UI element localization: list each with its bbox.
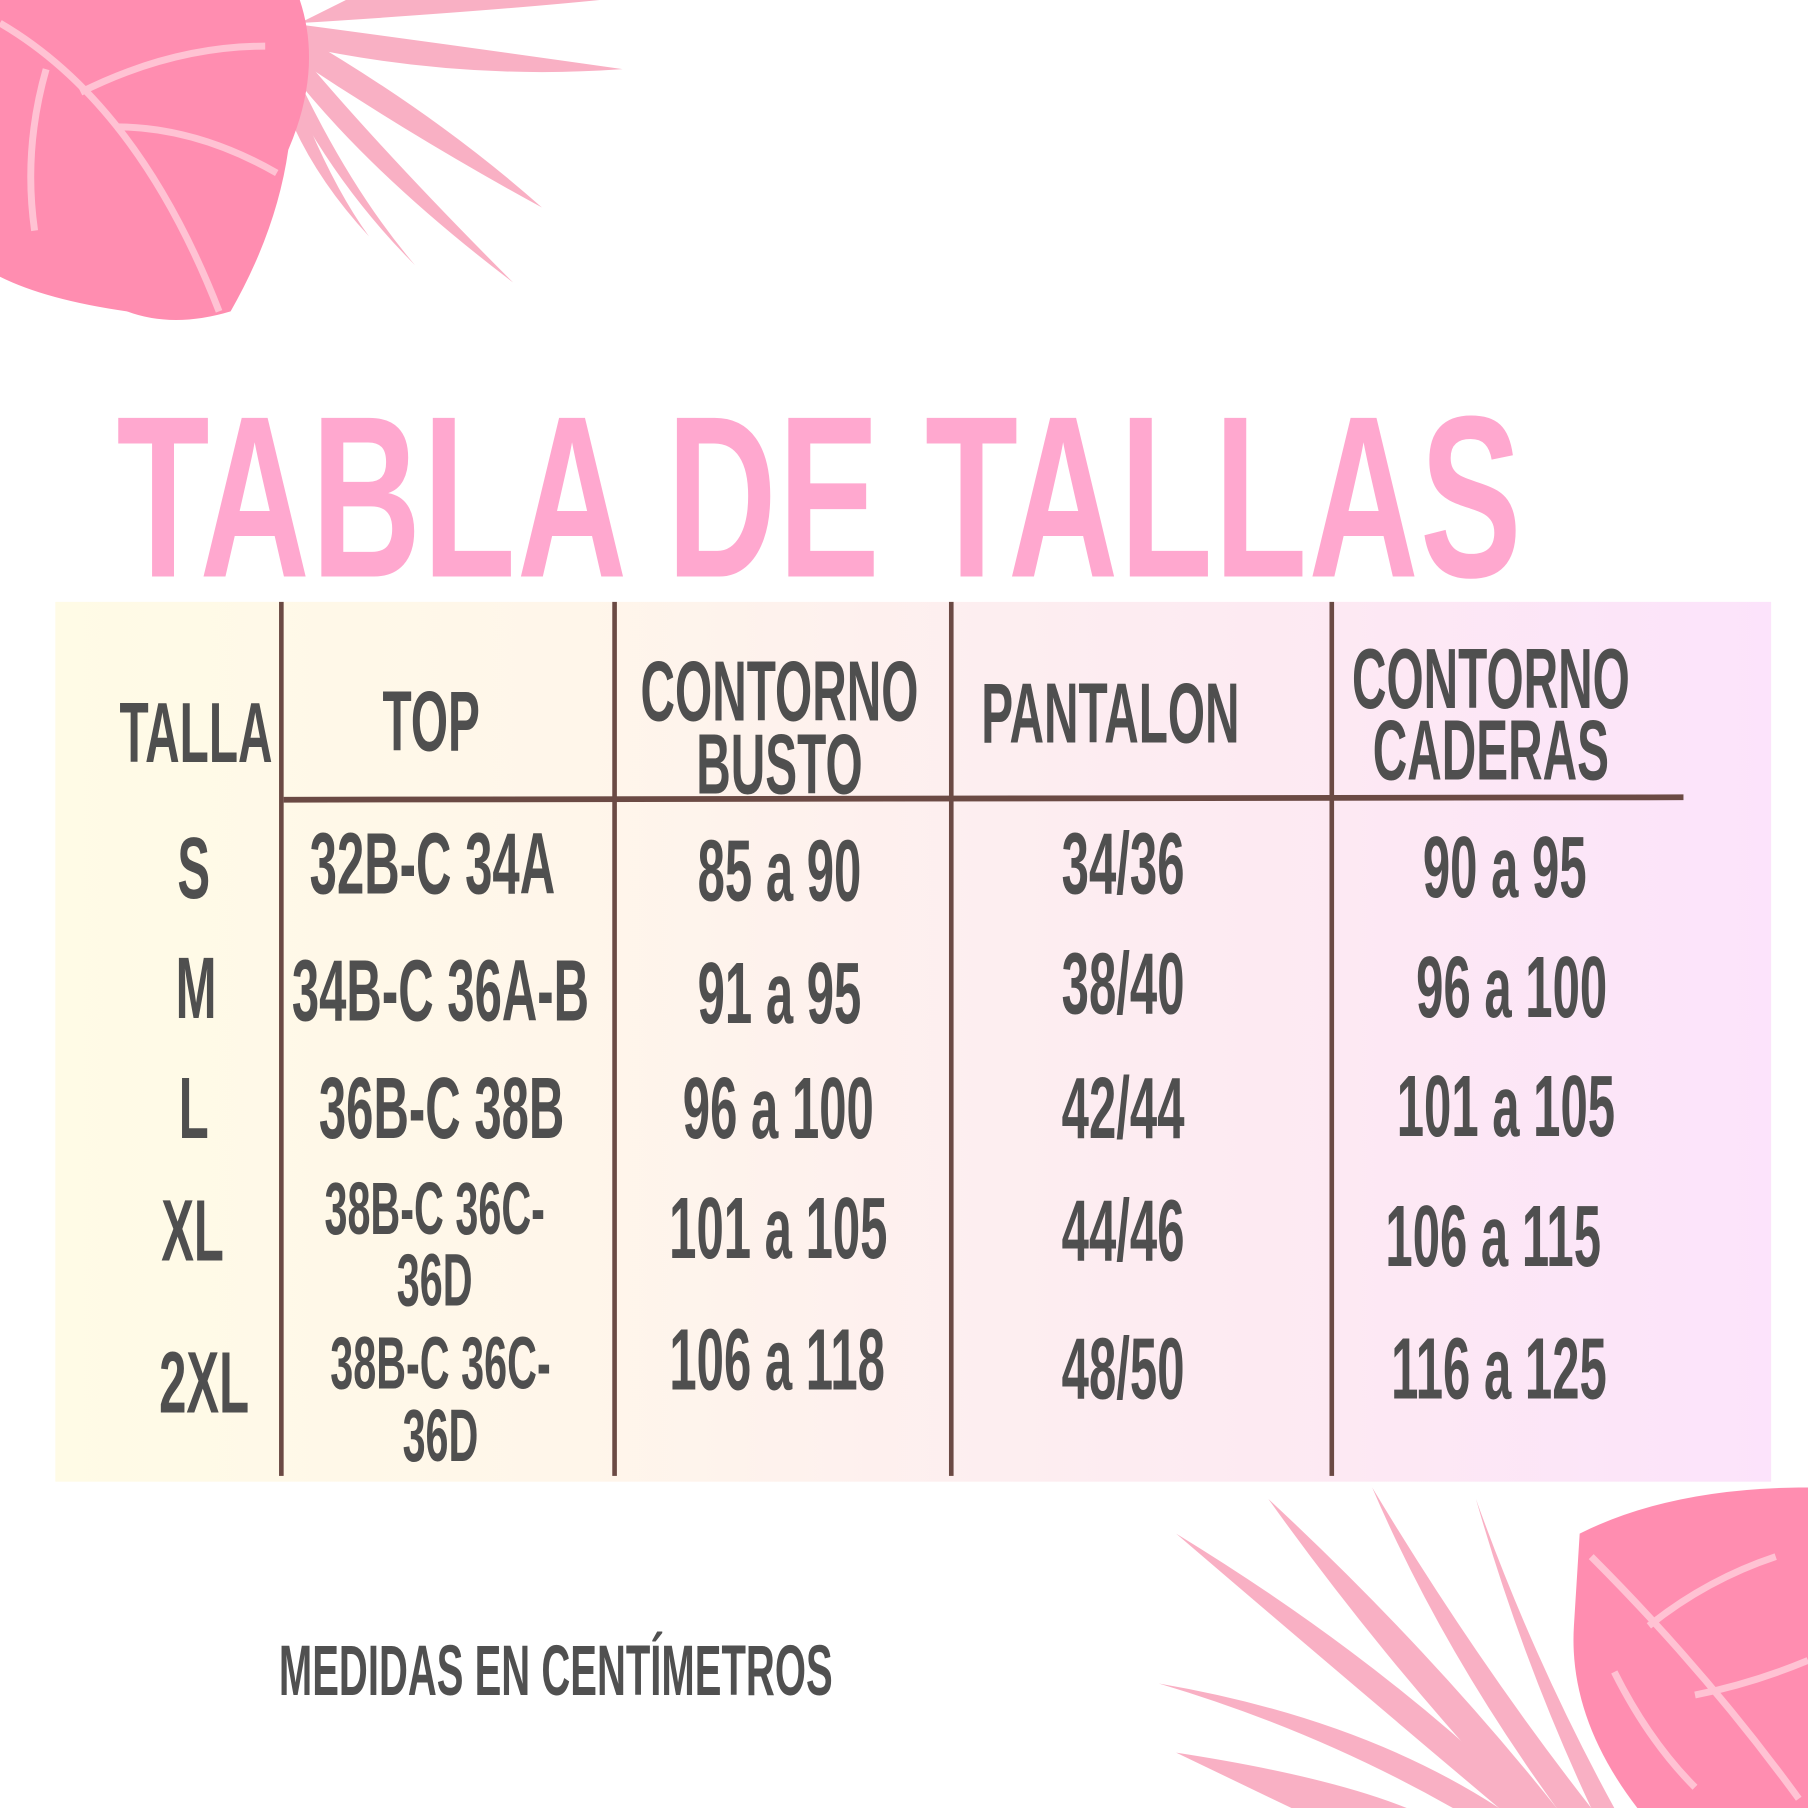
size-table <box>55 601 1772 1482</box>
column-divider <box>612 601 617 1476</box>
cell-top: 38B-C 36C- <box>324 1166 545 1250</box>
page-title: TABLA DE TALLAS <box>116 368 1524 627</box>
cell-top: 36D <box>396 1238 473 1322</box>
header-contorno-caderas: CADERAS <box>1372 702 1610 798</box>
header-pantalon: PANTALON <box>981 665 1240 762</box>
cell-caderas: 116 a 125 <box>1391 1320 1607 1419</box>
column-divider <box>1329 601 1335 1476</box>
cell-talla: L <box>178 1059 209 1158</box>
cell-busto: 96 a 100 <box>682 1059 874 1158</box>
header-talla: TALLA <box>119 684 273 781</box>
header-top: TOP <box>382 673 480 770</box>
cell-busto: 85 a 90 <box>697 822 862 921</box>
header-contorno-caderas: CONTORNO <box>1351 630 1630 727</box>
tropical-leaf-bottom-right-icon <box>1158 1487 1808 1808</box>
column-divider <box>279 601 284 1476</box>
footer-note: MEDIDAS EN CENTÍMETROS <box>278 1631 833 1712</box>
cell-talla: XL <box>161 1181 224 1280</box>
cell-top: 36B-C 38B <box>318 1059 565 1158</box>
cell-talla: 2XL <box>159 1334 250 1433</box>
cell-talla: M <box>175 939 217 1038</box>
cell-top: 38B-C 36C- <box>330 1321 551 1405</box>
cell-pantalon: 44/46 <box>1061 1181 1185 1280</box>
cell-talla: S <box>177 819 211 918</box>
cell-busto: 106 a 118 <box>669 1311 885 1410</box>
tropical-leaf-top-left-icon <box>0 0 623 320</box>
cell-top: 34B-C 36A-B <box>291 942 590 1041</box>
cell-top: 32B-C 34A <box>309 815 556 914</box>
cell-caderas: 90 a 95 <box>1422 818 1587 917</box>
cell-pantalon: 38/40 <box>1061 935 1185 1034</box>
cell-pantalon: 34/36 <box>1061 815 1185 914</box>
header-contorno-busto: CONTORNO <box>640 643 919 740</box>
cell-busto: 91 a 95 <box>697 944 862 1043</box>
cell-caderas: 101 a 105 <box>1396 1057 1616 1156</box>
cell-top: 36D <box>402 1394 479 1478</box>
cell-pantalon: 42/44 <box>1061 1059 1185 1158</box>
column-divider <box>948 601 954 1476</box>
cell-busto: 101 a 105 <box>669 1179 888 1278</box>
cell-pantalon: 48/50 <box>1061 1320 1185 1419</box>
cell-caderas: 96 a 100 <box>1416 938 1608 1037</box>
cell-caderas: 106 a 115 <box>1385 1187 1602 1286</box>
header-contorno-busto: BUSTO <box>696 716 863 812</box>
